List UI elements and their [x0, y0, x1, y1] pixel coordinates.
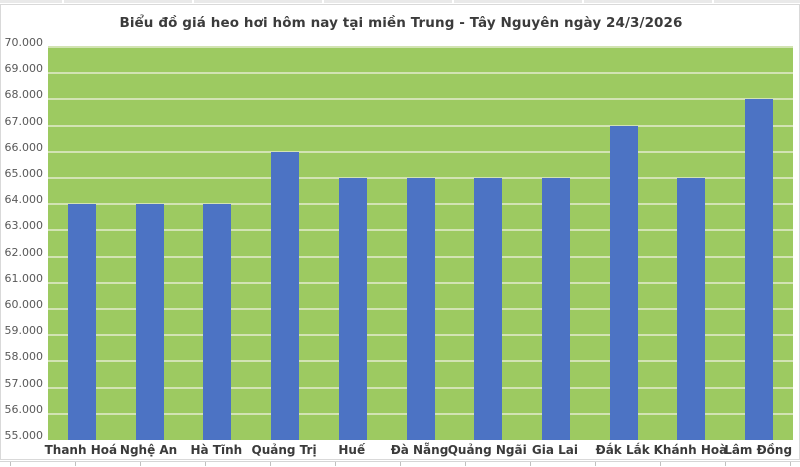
y-tick-label: 65.000	[4, 167, 44, 180]
chart-title: Biểu đồ giá heo hơi hôm nay tại miền Tru…	[119, 15, 683, 31]
sheet-column-tick	[10, 462, 11, 466]
sheet-column-tick	[725, 462, 726, 466]
y-tick-label: 67.000	[4, 114, 44, 128]
sheet-column-tick	[270, 462, 271, 466]
sheet-column-tick	[595, 462, 596, 466]
x-category-label: Đà Nẵng	[390, 443, 449, 457]
x-category-label: Nghệ An	[119, 443, 178, 457]
sheet-column-tick	[400, 462, 401, 466]
spreadsheet-gridline-top	[0, 0, 800, 3]
x-category-label: Hà Tĩnh	[190, 443, 243, 457]
major-gridline	[48, 46, 793, 48]
sheet-column-separator	[712, 0, 714, 3]
bar-1	[67, 204, 96, 440]
x-category-label: Lâm Đồng	[724, 443, 793, 457]
spreadsheet-gridline-bottom	[0, 461, 800, 462]
y-tick-label: 60.000	[4, 298, 44, 311]
y-tick-label: 61.000	[4, 271, 44, 285]
y-tick-label: 63.000	[4, 219, 44, 233]
major-gridline	[48, 124, 793, 127]
y-tick-label: 64.000	[4, 193, 44, 207]
sheet-column-tick	[205, 462, 206, 466]
y-tick-label: 58.000	[4, 350, 44, 364]
sheet-column-separator	[582, 0, 584, 3]
sheet-column-tick	[660, 462, 661, 466]
major-gridline	[48, 72, 793, 75]
bar-8	[541, 178, 570, 440]
bar-7	[474, 178, 503, 440]
sheet-column-tick	[75, 462, 76, 466]
y-tick-label: 59.000	[4, 324, 44, 338]
sheet-column-tick	[530, 462, 531, 466]
bar-11	[745, 99, 774, 440]
bar-4	[271, 151, 300, 440]
major-gridline	[48, 98, 793, 101]
plot-area	[48, 46, 793, 440]
x-category-label: Khánh Hoà	[653, 443, 728, 457]
x-category-label: Thanh Hoá	[44, 443, 118, 457]
x-category-label: Gia Lai	[531, 443, 578, 457]
sheet-column-separator	[62, 0, 64, 3]
y-tick-label: 55.000	[4, 429, 44, 442]
x-category-label: Huế	[338, 443, 366, 457]
bar-3	[203, 204, 232, 440]
bar-10	[677, 178, 706, 440]
x-category-label: Đắk Lắk	[595, 443, 650, 457]
y-tick-label: 70.000	[4, 36, 44, 49]
sheet-column-tick	[140, 462, 141, 466]
bar-9	[609, 125, 638, 440]
y-tick-label: 69.000	[4, 62, 44, 76]
sheet-column-separator	[192, 0, 194, 3]
bar-5	[338, 178, 367, 440]
y-tick-label: 56.000	[4, 402, 44, 416]
y-tick-label: 66.000	[4, 140, 44, 154]
sheet-column-separator	[452, 0, 454, 3]
y-tick-label: 62.000	[4, 245, 44, 259]
major-gridline	[48, 150, 793, 153]
y-tick-label: 68.000	[4, 88, 44, 102]
x-category-label: Quảng Ngãi	[447, 443, 527, 457]
sheet-column-tick	[790, 462, 791, 466]
bar-6	[406, 178, 435, 440]
bar-2	[135, 204, 164, 440]
y-tick-label: 57.000	[4, 376, 44, 390]
sheet-column-tick	[465, 462, 466, 466]
x-category-label: Quảng Trị	[251, 443, 317, 457]
chart-frame: Biểu đồ giá heo hơi hôm nay tại miền Tru…	[0, 4, 800, 460]
sheet-column-tick	[335, 462, 336, 466]
sheet-column-separator	[322, 0, 324, 3]
